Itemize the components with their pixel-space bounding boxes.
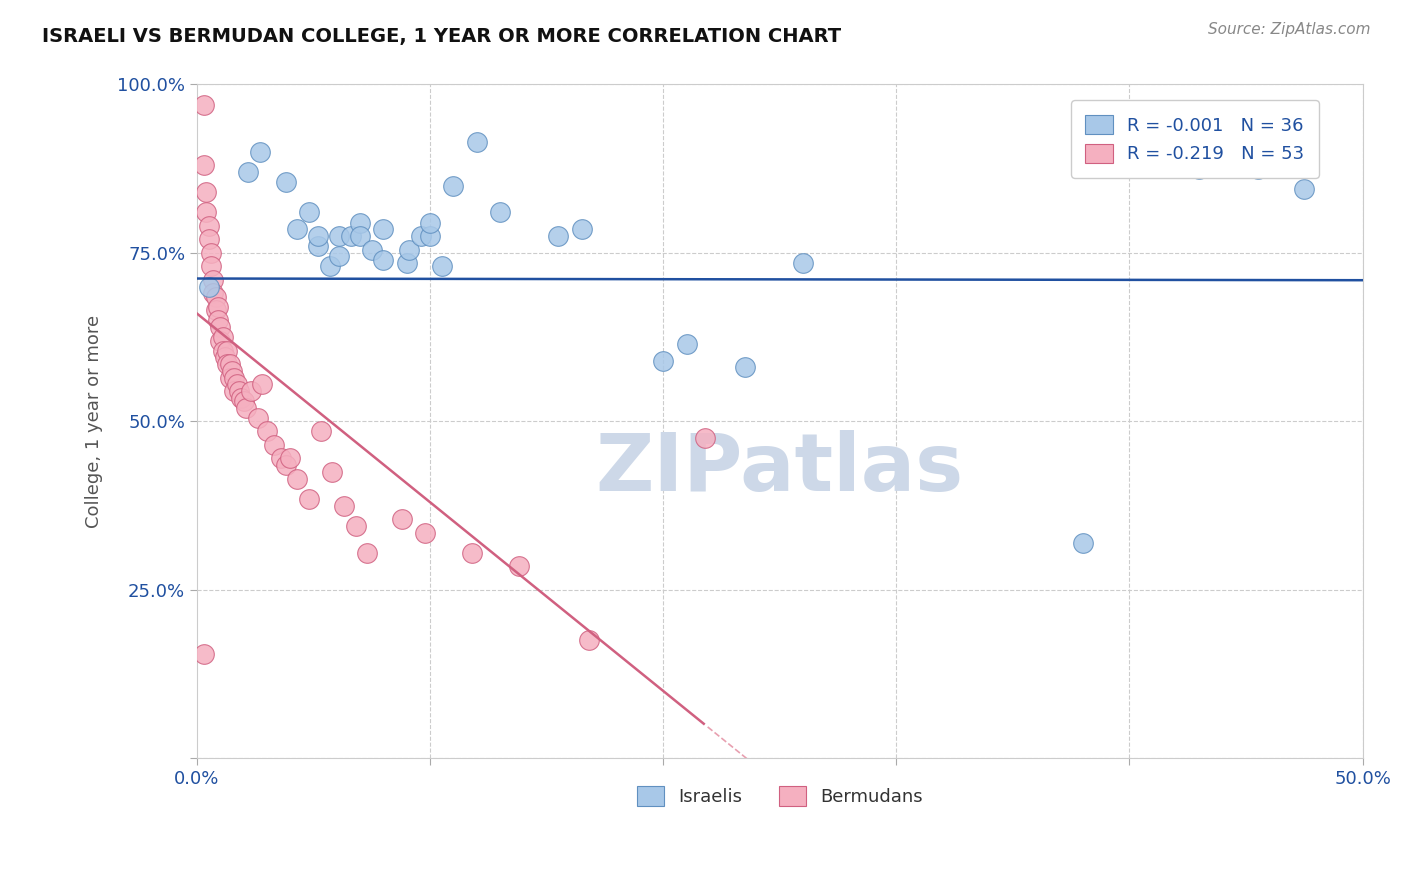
Point [419,229,441,244]
Point [1294,182,1316,196]
Point [228,384,250,398]
Point [232,394,254,409]
Point [419,216,441,230]
Point [256,425,278,439]
Point [415,525,437,540]
Point [349,229,371,244]
Point [207,313,229,327]
Point [239,384,262,398]
Point [571,222,593,236]
Point [197,219,219,233]
Point [285,222,308,236]
Point [278,451,301,466]
Point [430,260,453,274]
Point [218,357,240,371]
Point [202,286,225,301]
Point [321,465,343,479]
Point [409,229,432,244]
Point [224,384,246,398]
Point [209,320,232,334]
Point [274,458,297,473]
Point [398,243,420,257]
Point [675,337,697,351]
Point [792,256,814,270]
Point [235,401,257,415]
Point [246,411,269,425]
Point [373,222,395,236]
Point [249,145,271,159]
Point [202,273,225,287]
Point [211,330,233,344]
Point [298,205,321,219]
Point [349,216,371,230]
Text: ZIPatlas: ZIPatlas [596,430,965,508]
Point [263,438,285,452]
Point [270,451,292,466]
Point [193,158,215,172]
Point [461,546,484,560]
Point [373,252,395,267]
Point [274,175,297,189]
Point [333,499,356,513]
Point [508,559,530,574]
Point [307,229,329,244]
Point [217,357,239,371]
Point [307,239,329,253]
Point [391,512,413,526]
Text: ISRAELI VS BERMUDAN COLLEGE, 1 YEAR OR MORE CORRELATION CHART: ISRAELI VS BERMUDAN COLLEGE, 1 YEAR OR M… [42,27,841,45]
Point [340,229,363,244]
Point [319,260,342,274]
Point [218,370,240,384]
Point [195,205,218,219]
Point [441,178,464,193]
Legend: Israelis, Bermudans: Israelis, Bermudans [630,779,929,814]
Point [193,97,215,112]
Point [578,633,600,648]
Point [252,377,274,392]
Point [309,425,332,439]
Point [207,300,229,314]
Point [344,519,367,533]
Point [285,472,308,486]
Point [225,377,247,392]
Point [695,431,717,445]
Point [197,232,219,246]
Point [200,246,222,260]
Point [1071,535,1094,549]
Point [224,370,246,384]
Point [489,205,512,219]
Point [652,353,675,368]
Y-axis label: College, 1 year or more: College, 1 year or more [86,315,103,528]
Point [465,135,488,149]
Point [214,351,236,365]
Point [197,279,219,293]
Point [1246,161,1268,176]
Point [395,256,418,270]
Point [221,364,243,378]
Point [328,229,350,244]
Point [298,491,321,506]
Point [238,165,260,179]
Point [193,647,215,661]
Point [209,334,232,348]
Point [211,343,233,358]
Point [204,303,226,318]
Point [200,260,222,274]
Point [204,290,226,304]
Point [328,249,350,263]
Point [356,546,378,560]
Point [231,391,253,405]
Point [1188,161,1211,176]
Point [360,243,382,257]
Point [547,229,569,244]
Point [217,343,239,358]
Point [195,186,218,200]
Point [734,360,756,375]
Text: Source: ZipAtlas.com: Source: ZipAtlas.com [1208,22,1371,37]
